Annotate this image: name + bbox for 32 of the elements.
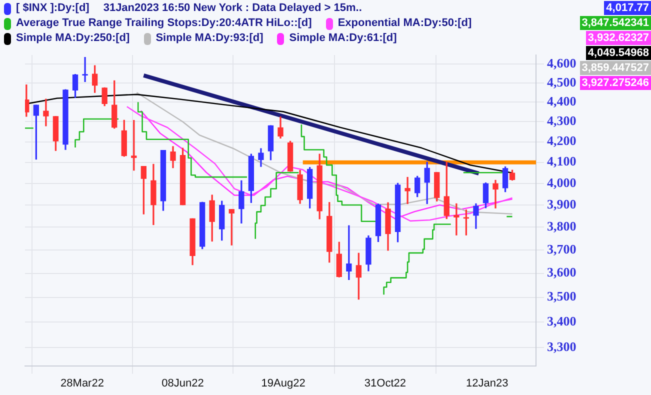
legend-label: [ $INX ]:Dy:[d] xyxy=(16,1,90,16)
x-tick-label: 31Oct22 xyxy=(364,377,406,390)
y-tick-label: 4,300 xyxy=(547,113,576,128)
y-tick-label: 4,000 xyxy=(547,174,576,190)
y-tick-label: 3,300 xyxy=(547,338,576,354)
y-tick-label: 3,400 xyxy=(547,313,576,328)
x-tick-label: 19Aug22 xyxy=(261,377,306,390)
y-tick-label: 4,600 xyxy=(547,56,576,71)
legend-label: Simple MA:Dy:250:[d] xyxy=(16,31,130,46)
chart-title: 31Jan2023 16:50 New York : Data Delayed > 15m.. xyxy=(103,1,362,16)
text: 3,847.542341 xyxy=(580,16,651,30)
x-tick-label: 08Jun22 xyxy=(162,377,204,390)
y-tick-label: 3,700 xyxy=(547,241,576,256)
x-tick-label: 28Mar22 xyxy=(60,377,104,390)
y-tick-label: 3,800 xyxy=(547,218,576,234)
legend-label: Exponential MA:Dy:50:[d] xyxy=(338,16,472,31)
y-tick-label: 4,200 xyxy=(547,133,576,148)
legend-label: Simple MA:Dy:93:[d] xyxy=(156,31,264,46)
text: 4,049.54968 xyxy=(586,46,651,60)
y-tick-label: 4,500 xyxy=(547,74,576,90)
x-tick-label: 12Jan23 xyxy=(466,377,508,390)
y-tick-label: 3,500 xyxy=(547,288,576,304)
y-tick-label: 4,100 xyxy=(547,154,576,169)
y-tick-label: 3,600 xyxy=(547,264,576,280)
text: 4,017.77 xyxy=(604,1,651,15)
y-tick-label: 3,900 xyxy=(547,196,576,212)
y-tick-label: 4,400 xyxy=(547,93,576,108)
legend-label: Simple MA:Dy:61:[d] xyxy=(289,31,397,46)
text: 3,927.275246 xyxy=(580,76,651,90)
text: 3,932.62327 xyxy=(586,31,651,45)
text: 3,859.447527 xyxy=(580,61,651,75)
legend-label: Average True Range Trailing Stops:Dy:20:4ATR HiLo::[d] xyxy=(16,16,312,31)
